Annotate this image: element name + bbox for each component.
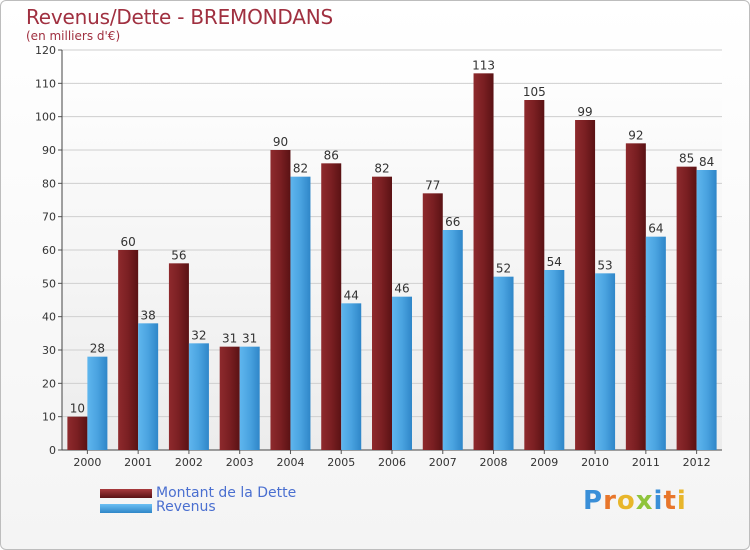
x-tick-label: 2012 <box>683 456 711 469</box>
y-tick-label: 0 <box>49 444 56 457</box>
proxiti-logo: Proxiti <box>583 486 687 516</box>
x-tick-label: 2008 <box>480 456 508 469</box>
x-tick-label: 2005 <box>327 456 355 469</box>
revenue-bar-label: 44 <box>344 288 359 302</box>
y-tick-label: 40 <box>42 311 56 324</box>
y-tick-label: 20 <box>42 377 56 390</box>
debt-bar <box>67 416 88 450</box>
logo-letter: x <box>635 486 654 516</box>
debt-bar <box>321 163 342 451</box>
x-tick-label: 2006 <box>378 456 406 469</box>
revenue-bar <box>544 270 565 450</box>
legend-swatch-revenue <box>100 504 152 513</box>
debt-bar-label: 105 <box>523 85 546 99</box>
debt-bar <box>524 100 545 450</box>
y-tick-label: 80 <box>42 177 56 190</box>
debt-bar-label: 10 <box>70 402 85 416</box>
debt-bar-label: 77 <box>425 178 440 192</box>
debt-bar <box>118 250 139 450</box>
revenue-bar <box>138 323 159 450</box>
revenue-bar <box>341 303 362 450</box>
debt-bar-label: 85 <box>679 152 694 166</box>
legend-swatch-debt <box>100 489 152 498</box>
revenue-bar <box>87 356 108 450</box>
logo-letter: r <box>603 486 617 516</box>
x-tick-label: 2002 <box>175 456 203 469</box>
debt-bar <box>473 73 494 450</box>
revenue-bar <box>493 276 514 450</box>
debt-bar <box>422 193 443 451</box>
revenue-bar-label: 64 <box>648 222 663 236</box>
debt-bar <box>575 120 596 450</box>
revenue-bar <box>442 230 463 450</box>
y-tick-label: 30 <box>42 344 56 357</box>
debt-bar-label: 90 <box>273 135 288 149</box>
revenue-bar-label: 32 <box>191 328 206 342</box>
revenue-bar <box>239 346 260 450</box>
revenue-bar <box>392 296 412 450</box>
logo-letter: i <box>653 486 664 516</box>
y-tick-label: 10 <box>42 411 56 424</box>
revenue-bar <box>645 236 666 450</box>
chart-subtitle: (en milliers d'€) <box>26 29 121 43</box>
debt-bar-label: 92 <box>628 128 643 142</box>
debt-bar <box>372 176 392 450</box>
x-tick-label: 2009 <box>530 456 558 469</box>
revenue-bar <box>188 343 209 450</box>
y-tick-label: 100 <box>35 111 56 124</box>
revenue-bar <box>696 170 717 450</box>
debt-bar-label: 86 <box>324 148 339 162</box>
x-tick-label: 2000 <box>73 456 101 469</box>
debt-bar <box>625 143 646 451</box>
debt-bar-label: 113 <box>472 58 495 72</box>
revenue-bar-label: 38 <box>141 308 156 322</box>
y-tick-label: 60 <box>42 244 56 257</box>
revenue-bar-label: 66 <box>445 215 460 229</box>
debt-bar <box>676 166 697 450</box>
revenue-bar-label: 84 <box>699 155 714 169</box>
debt-bar-label: 99 <box>577 105 592 119</box>
revenue-bar-label: 46 <box>394 282 409 296</box>
debt-bar <box>219 346 240 450</box>
y-tick-label: 120 <box>35 44 56 57</box>
debt-bar-label: 60 <box>121 235 136 249</box>
x-tick-label: 2004 <box>276 456 304 469</box>
x-tick-label: 2011 <box>632 456 660 469</box>
debt-bar <box>270 150 291 450</box>
logo-letter: i <box>676 486 687 516</box>
legend-label-debt: Montant de la Dette <box>156 485 297 501</box>
y-tick-label: 90 <box>42 144 56 157</box>
revenue-bar <box>290 176 311 450</box>
debt-bar <box>168 263 189 450</box>
x-tick-label: 2003 <box>226 456 254 469</box>
debt-bar-label: 56 <box>171 248 186 262</box>
logo-letter: o <box>616 486 636 516</box>
logo-letter: P <box>583 486 604 516</box>
x-tick-label: 2007 <box>429 456 457 469</box>
revenue-bar-label: 82 <box>293 162 308 176</box>
y-tick-label: 50 <box>42 277 56 290</box>
x-tick-label: 2001 <box>124 456 152 469</box>
revenue-bar-label: 31 <box>242 332 257 346</box>
x-tick-label: 2010 <box>581 456 609 469</box>
y-tick-label: 70 <box>42 211 56 224</box>
logo-letter: t <box>663 486 677 516</box>
debt-bar-label: 82 <box>374 162 389 176</box>
legend-label-revenue: Revenus <box>156 499 216 515</box>
revenue-bar-label: 52 <box>496 262 511 276</box>
revenue-bar-label: 53 <box>597 258 612 272</box>
revenue-bar-label: 28 <box>90 342 105 356</box>
y-tick-label: 110 <box>35 77 56 90</box>
debt-bar-label: 31 <box>222 332 237 346</box>
revenue-bar <box>595 273 616 450</box>
revenue-bar-label: 54 <box>547 255 562 269</box>
chart-title: Revenus/Dette - BREMONDANS <box>26 5 333 29</box>
